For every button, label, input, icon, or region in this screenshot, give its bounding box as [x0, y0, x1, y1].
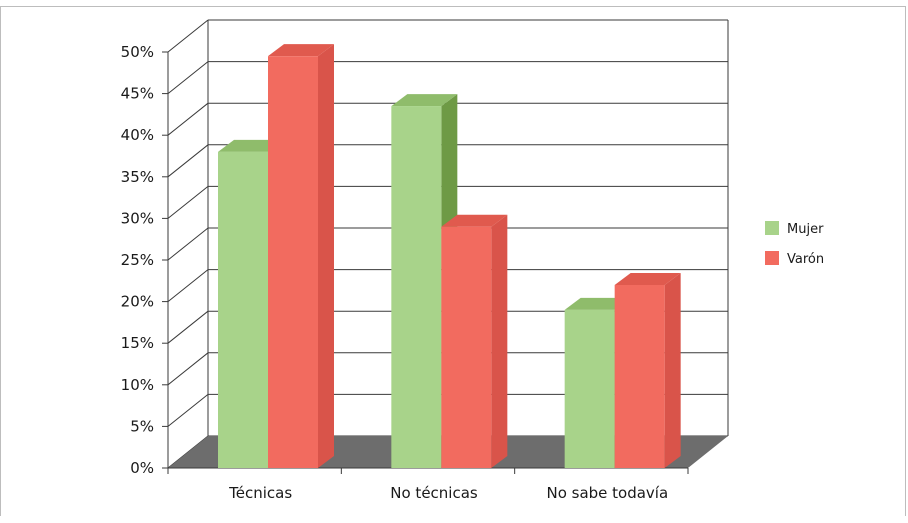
y-tick-label: 50% — [121, 43, 154, 61]
bar-front — [614, 284, 665, 468]
bar-front — [564, 309, 615, 468]
side-gridline — [167, 227, 209, 261]
side-gridline — [167, 61, 209, 94]
bar-side — [664, 272, 681, 468]
bar-top — [268, 44, 334, 57]
y-tick-label: 10% — [121, 376, 154, 394]
bar-top — [391, 94, 458, 107]
x-tick-label: No técnicas — [390, 484, 478, 502]
y-tick-label: 20% — [121, 293, 154, 311]
side-gridline — [167, 269, 209, 302]
bar-side — [318, 44, 334, 468]
y-tick-label: 35% — [121, 168, 154, 186]
bar — [614, 272, 681, 468]
side-gridline — [167, 19, 209, 53]
bar-top — [564, 297, 631, 310]
bar-top — [614, 272, 681, 285]
legend: Mujer Varón — [765, 221, 824, 267]
bars — [218, 44, 681, 468]
side-gridline — [167, 310, 209, 344]
bar — [441, 214, 508, 468]
bar — [268, 44, 334, 468]
legend-label: Mujer — [787, 222, 824, 237]
y-tick-label: 25% — [121, 251, 154, 269]
bar-top — [441, 214, 508, 227]
y-tick-label: 45% — [121, 85, 154, 103]
y-tick-label: 30% — [121, 209, 154, 227]
chart-frame — [0, 6, 906, 516]
x-tick-label: No sabe todavía — [546, 484, 668, 502]
bar-side — [491, 214, 508, 468]
legend-label: Varón — [787, 252, 824, 267]
bar-top — [218, 139, 284, 152]
legend-swatch — [765, 251, 779, 265]
x-tick-label: Técnicas — [228, 484, 292, 502]
y-tick-labels: 0% 5% 10% 15% 20% 25% 30% 35% 40% 45% 50% — [121, 43, 154, 477]
legend-swatch — [765, 221, 779, 235]
y-tick-label: 40% — [121, 126, 154, 144]
bar-front — [391, 106, 442, 468]
side-gridline — [167, 352, 209, 386]
x-tick-labels: Técnicas No técnicas No sabe todavía — [228, 484, 668, 502]
side-gridline — [167, 102, 209, 136]
side-gridline — [167, 144, 209, 178]
bar-front — [441, 226, 492, 468]
y-tick-label: 0% — [130, 459, 154, 477]
bar-front — [268, 56, 318, 468]
y-tick-label: 15% — [121, 334, 154, 352]
side-gridline — [167, 186, 209, 219]
bar-front — [218, 151, 268, 468]
y-tick-label: 5% — [130, 417, 154, 435]
side-gridline — [167, 394, 209, 427]
